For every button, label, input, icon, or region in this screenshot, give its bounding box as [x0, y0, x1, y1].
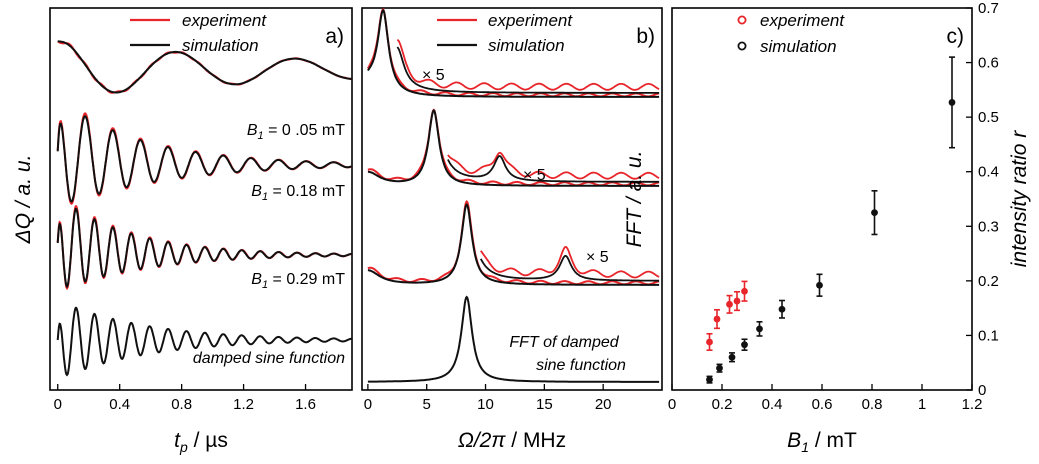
x-tick-label: 0.6: [812, 396, 833, 413]
y-tick-label: 0.2: [978, 273, 999, 290]
trace-label-b1-005: B1 = 0 .05 mT: [247, 122, 345, 142]
panel-a-frame: [49, 7, 353, 391]
panel-b-ylabel: FFT / a. u.: [623, 151, 646, 248]
point-experiment: [741, 287, 748, 295]
point-experiment: [706, 338, 713, 346]
trace-1-simulation: [57, 40, 352, 94]
panel-a-label: a): [325, 25, 344, 48]
point-simulation: [871, 209, 878, 217]
y-tick-label: 0.3: [978, 218, 999, 235]
y-tick-label: 0.4: [978, 164, 999, 181]
panel-b-xlabel: Ω/2π / MHz: [458, 429, 566, 452]
fft-damped-label-line1: FFT of damped: [509, 334, 619, 351]
panel-c-ylabel: intensity ratio r: [1008, 130, 1031, 268]
panel-b-legend: experiment simulation: [437, 11, 573, 55]
panel-a-xlabel: tp / µs: [174, 429, 228, 455]
fft-zoom-3-simulation: [479, 254, 660, 282]
legend-marker-experiment: [737, 15, 747, 25]
point-simulation: [741, 341, 748, 349]
x-tick-label: 20: [595, 396, 612, 413]
x-tick-label: 0: [54, 396, 62, 413]
fft-3-simulation: [367, 203, 660, 286]
legend-marker-simulation: [737, 41, 747, 51]
fft-damped-label-line2: sine function: [536, 357, 626, 374]
legend-label-experiment: experiment: [488, 11, 573, 30]
fft-zoom-2-simulation: [447, 155, 660, 183]
legend-label-experiment: experiment: [182, 11, 267, 30]
trace-label-b1-029: B1 = 0.29 mT: [251, 271, 345, 291]
panel-a-legend: experiment simulation: [130, 11, 267, 55]
fft-3-experiment: [367, 199, 660, 286]
x-tick-label: 0: [668, 396, 676, 413]
multiplier-label-2: × 5: [523, 167, 546, 184]
point-simulation: [706, 376, 713, 384]
fft-1-simulation: [367, 9, 660, 98]
point-simulation: [778, 305, 786, 313]
panel-a-plot: 0 0.4 0.8 1.2 1.6: [54, 40, 352, 413]
legend-label-experiment: experiment: [760, 11, 845, 30]
point-experiment: [713, 315, 721, 323]
point-simulation: [816, 281, 823, 289]
legend-label-simulation: simulation: [182, 36, 259, 55]
fft-4-simulation: [367, 295, 660, 383]
fft-2-simulation: [367, 108, 660, 187]
panel-c-legend: experiment simulation: [737, 11, 845, 56]
panel-b-plot: 0 5 10 15 20: [364, 8, 660, 413]
fft-zoom-3-experiment: [480, 245, 660, 279]
fft-zoom-1-experiment: [396, 38, 660, 91]
panel-c-xlabel: B1 / mT: [787, 429, 857, 455]
x-tick-label: 5: [423, 396, 431, 413]
point-simulation: [728, 353, 736, 361]
trace-label-damped-sine: damped sine function: [193, 350, 345, 367]
x-tick-label: 0.4: [109, 396, 130, 413]
y-tick-label: 0.6: [978, 55, 999, 72]
x-tick-label: 0.8: [862, 396, 883, 413]
y-tick-label: 0.1: [978, 327, 999, 344]
y-tick-label: 0.7: [978, 0, 999, 17]
trace-label-b1-018: B1 = 0.18 mT: [251, 183, 345, 203]
legend-label-simulation: simulation: [488, 36, 565, 55]
x-tick-label: 10: [477, 396, 494, 413]
multiplier-label-3: × 5: [586, 249, 609, 266]
panel-c-label: c): [947, 25, 965, 48]
trace-2-simulation: [56, 114, 352, 203]
x-tick-label: 1.2: [233, 396, 254, 413]
x-tick-label: 0: [364, 396, 372, 413]
panel-b-frame: [361, 7, 663, 391]
point-simulation: [948, 99, 956, 106]
panel-a-ylabel: ΔQ / a. u.: [12, 155, 35, 245]
panel-b-label: b): [636, 25, 655, 48]
x-tick-label: 0.2: [712, 396, 733, 413]
panel-c-plot: 0 0.2 0.4 0.6 0.8 1 1.200.10.20.30.40.50.60.7: [668, 0, 999, 413]
x-tick-label: 1: [918, 396, 926, 413]
fft-zoom-1-simulation: [396, 46, 660, 94]
point-experiment: [726, 300, 733, 308]
trace-4-simulation: [56, 306, 352, 377]
point-simulation: [716, 364, 723, 372]
y-tick-label: 0.5: [978, 109, 999, 126]
x-tick-label: 1.6: [295, 396, 316, 413]
point-simulation: [756, 325, 763, 333]
point-experiment: [733, 297, 741, 305]
x-tick-label: 15: [536, 396, 553, 413]
x-tick-label: 0.4: [762, 396, 783, 413]
fft-zoom-2-experiment: [447, 151, 660, 180]
x-tick-label: 0.8: [171, 396, 192, 413]
legend-label-simulation: simulation: [760, 37, 837, 56]
panel-c-frame: [671, 7, 973, 391]
multiplier-label-1: × 5: [422, 67, 445, 84]
y-tick-label: 0: [978, 382, 986, 399]
trace-3-simulation: [56, 207, 352, 289]
x-tick-label: 1.2: [962, 396, 983, 413]
